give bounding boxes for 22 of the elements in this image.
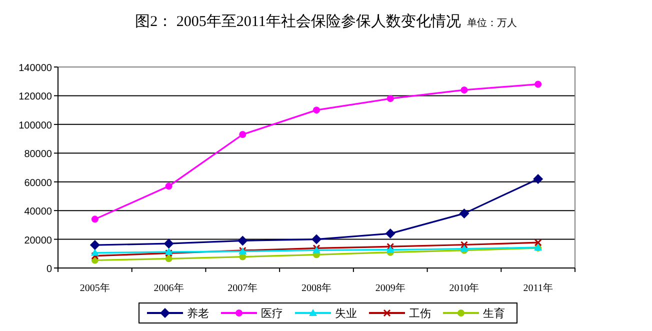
y-tick-label: 140000 — [18, 63, 52, 74]
y-tick-label: 40000 — [24, 206, 52, 218]
x-tick-label: 2007年 — [228, 282, 258, 294]
x-tick-label: 2008年 — [302, 282, 332, 294]
chart-title: 图2： 2005年至2011年社会保险参保人数变化情况 — [135, 13, 461, 30]
legend-label: 失业 — [335, 307, 357, 320]
x-tick-label: 2011年 — [523, 282, 553, 294]
legend-label: 医疗 — [261, 307, 283, 320]
y-tick-label: 120000 — [18, 92, 52, 103]
x-tick-label: 2006年 — [154, 282, 184, 294]
y-tick-label: 80000 — [24, 149, 52, 160]
y-tick-label: 0 — [46, 264, 52, 275]
legend-label: 养老 — [187, 307, 209, 320]
y-tick-label: 20000 — [24, 235, 52, 246]
y-tick-label: 100000 — [18, 120, 52, 132]
legend-label: 工伤 — [409, 307, 431, 320]
x-tick-label: 2009年 — [375, 282, 406, 294]
legend-label: 生育 — [483, 307, 505, 320]
x-tick-label: 2005年 — [80, 282, 110, 294]
y-tick-label: 60000 — [24, 178, 52, 189]
x-tick-label: 2010年 — [449, 282, 480, 294]
chart-subtitle: 单位：万人 — [466, 17, 517, 29]
